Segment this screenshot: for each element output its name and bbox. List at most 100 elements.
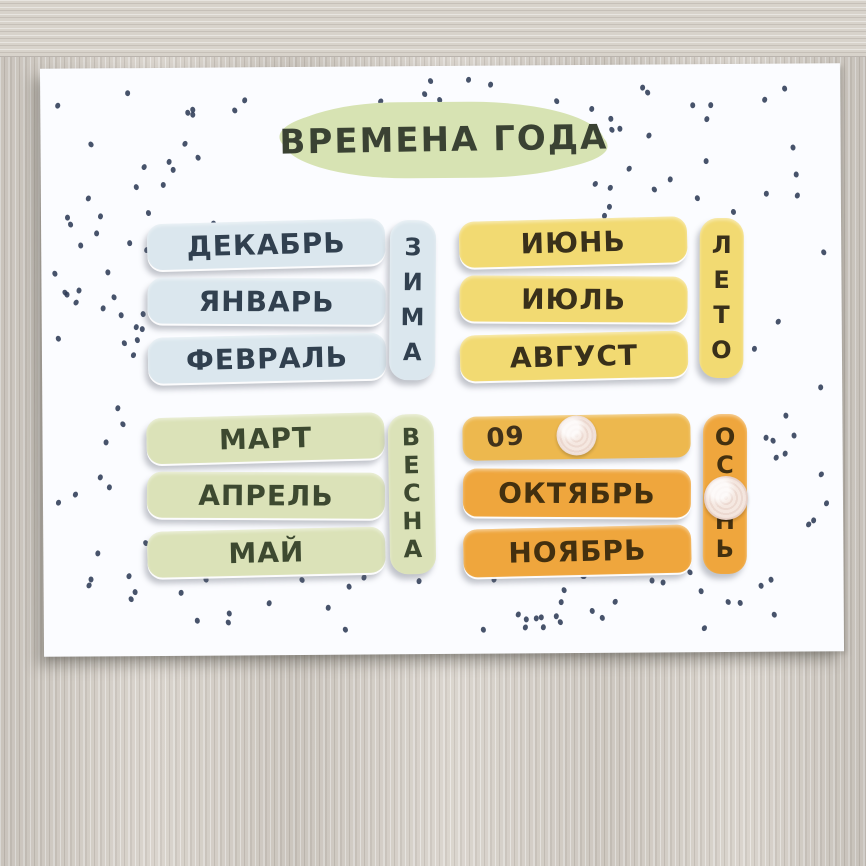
month-label: ОКТЯБРЬ: [498, 476, 656, 510]
month-card-july[interactable]: ИЮЛЬ: [459, 275, 688, 323]
month-label: АПРЕЛЬ: [198, 478, 334, 513]
dot: [649, 577, 655, 584]
dot: [708, 101, 714, 108]
month-card-may[interactable]: МАЙ: [146, 526, 386, 578]
dot: [266, 599, 273, 607]
dot: [125, 572, 133, 581]
dot: [820, 249, 828, 257]
dot: [360, 574, 368, 582]
dot: [553, 612, 560, 620]
dot: [64, 291, 70, 298]
dot: [523, 615, 530, 623]
dot: [533, 614, 539, 622]
dot: [166, 158, 173, 166]
dot: [703, 157, 709, 164]
season-letter: А: [403, 534, 423, 564]
dot: [769, 436, 777, 445]
month-card-november[interactable]: НОЯБРЬ: [462, 524, 692, 578]
season-letter: М: [400, 303, 425, 332]
season-letter: Е: [713, 266, 730, 295]
dot: [51, 270, 59, 278]
dot: [134, 336, 141, 344]
season-letter: С: [402, 479, 421, 508]
month-card-march[interactable]: МАРТ: [145, 412, 386, 465]
dot: [818, 384, 824, 391]
dot: [561, 586, 568, 594]
season-letter: Н: [402, 506, 423, 536]
dot: [767, 576, 774, 584]
month-card-june[interactable]: ИЮНЬ: [458, 216, 688, 269]
dot: [124, 90, 130, 97]
month-card-january[interactable]: ЯНВАРЬ: [147, 277, 386, 325]
dot: [72, 490, 80, 499]
month-label: ФЕВРАЛЬ: [185, 339, 349, 377]
month-label: ИЮЛЬ: [521, 282, 627, 316]
dot: [97, 212, 104, 220]
month-label: ИЮНЬ: [520, 224, 627, 260]
dot: [643, 88, 651, 97]
dot: [588, 606, 596, 614]
velcro-dot-september[interactable]: [556, 415, 597, 456]
dot: [521, 623, 529, 631]
month-card-april[interactable]: АПРЕЛЬ: [146, 471, 386, 519]
dot: [772, 454, 780, 462]
dot: [140, 163, 148, 172]
dot: [612, 598, 620, 606]
dot: [126, 239, 133, 247]
dot: [416, 577, 422, 584]
dot: [224, 618, 232, 627]
dot: [427, 77, 435, 85]
dot: [700, 624, 708, 632]
dot: [781, 85, 788, 93]
winter-months-column: ДЕКАБРЬ ЯНВАРЬ ФЕВРАЛЬ: [146, 218, 387, 384]
dot: [791, 432, 798, 439]
dot: [110, 293, 117, 301]
dot: [660, 578, 666, 585]
month-card-august[interactable]: АВГУСТ: [459, 330, 689, 382]
dot: [144, 209, 152, 218]
month-card-october[interactable]: ОКТЯБРЬ: [462, 468, 692, 518]
dot: [170, 166, 177, 173]
month-card-february[interactable]: ФЕВРАЛЬ: [147, 332, 387, 384]
season-letter: Е: [402, 451, 420, 480]
september-base-strip[interactable]: 09: [462, 413, 691, 461]
title-blob: ВРЕМЕНА ГОДА: [278, 100, 609, 180]
dot: [325, 604, 331, 611]
dot: [823, 500, 830, 508]
dot: [645, 132, 653, 140]
page-title: ВРЕМЕНА ГОДА: [278, 117, 609, 163]
season-letter: З: [404, 233, 422, 262]
dot: [810, 516, 817, 524]
season-letter: О: [711, 335, 732, 364]
dot: [724, 598, 732, 606]
dot: [751, 345, 758, 352]
dot: [75, 287, 82, 295]
dot: [598, 613, 606, 621]
month-label: АВГУСТ: [509, 338, 639, 375]
month-label: МАЙ: [227, 534, 305, 570]
dot: [608, 115, 614, 122]
dot: [794, 192, 801, 200]
month-card-december[interactable]: ДЕКАБРЬ: [146, 218, 386, 271]
season-letter: Ь: [715, 534, 735, 563]
dot: [704, 115, 711, 123]
dot: [650, 185, 659, 194]
season-letter: А: [402, 337, 422, 367]
dot: [608, 126, 616, 134]
dot: [114, 405, 121, 412]
dot: [120, 339, 128, 347]
dot: [93, 230, 99, 237]
dot: [693, 195, 701, 203]
dot: [690, 101, 696, 109]
dot: [737, 599, 744, 607]
dot: [178, 589, 185, 596]
season-letter: Л: [711, 231, 732, 260]
dot: [761, 96, 769, 104]
velcro-dot-autumn-strip[interactable]: [703, 475, 749, 521]
dot: [491, 576, 498, 584]
